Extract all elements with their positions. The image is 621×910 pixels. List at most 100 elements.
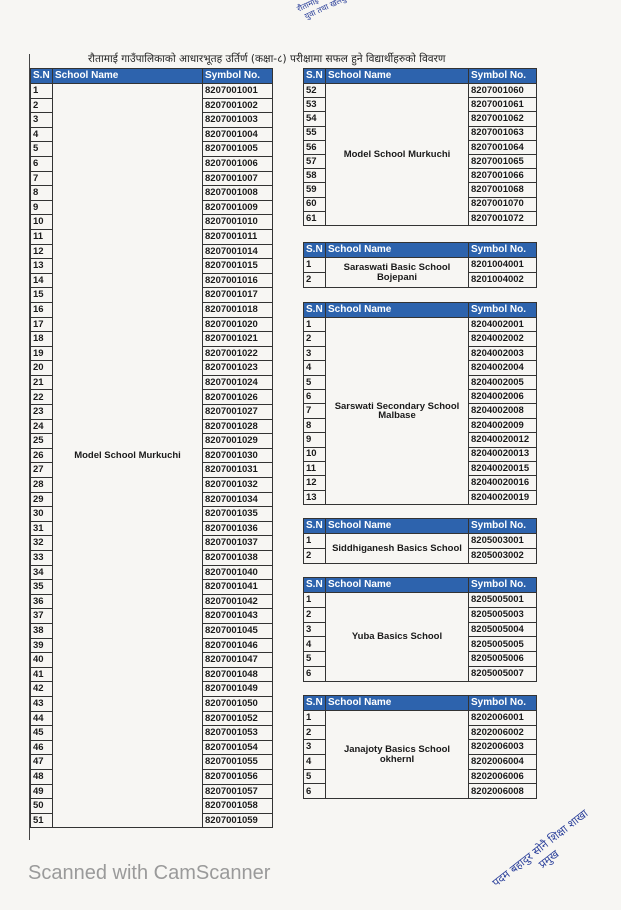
serial-number: 2: [303, 548, 326, 564]
symbol-number: 8207001032: [202, 477, 273, 493]
symbol-number: 82040020012: [468, 432, 537, 448]
serial-number: 25: [30, 433, 53, 449]
table-row: 18 8207001021: [30, 331, 273, 347]
symbol-number: 8207001065: [468, 153, 537, 170]
serial-number: 53: [303, 97, 326, 113]
serial-number: 2: [303, 606, 326, 623]
serial-number: 36: [30, 593, 53, 610]
symbol-number: 82040020016: [468, 475, 537, 491]
column-header: School Name: [325, 518, 469, 534]
table-row: 6 8202006008: [303, 783, 537, 800]
serial-number: 1: [303, 592, 326, 608]
symbol-number: 8207001037: [202, 535, 273, 551]
table-row: 60 8207001070: [303, 196, 537, 212]
table-row: 13 82040020019: [303, 489, 537, 506]
symbol-number: 8207001017: [202, 287, 273, 303]
symbol-number: 8207001009: [202, 199, 273, 216]
symbol-number: 8207001072: [468, 210, 537, 226]
serial-number: 5: [303, 768, 326, 785]
serial-number: 3: [303, 621, 326, 638]
symbol-number: 8202006002: [468, 724, 537, 741]
table-row: 40 8207001047: [30, 652, 273, 668]
column-header: S.N: [303, 695, 326, 711]
serial-number: 30: [30, 506, 53, 522]
symbol-number: 8205003002: [468, 548, 537, 564]
serial-number: 5: [303, 374, 326, 390]
document-title: रौतामाई गाउँपालिकाको आधारभूतह उर्तिर्ण (…: [88, 53, 446, 65]
symbol-number: 8204002002: [468, 331, 537, 347]
serial-number: 16: [30, 301, 53, 318]
symbol-number: 8207001047: [202, 652, 273, 668]
serial-number: 10: [303, 446, 326, 462]
symbol-number: 8207001021: [202, 331, 273, 347]
watermark: Scanned with CamScanner: [28, 862, 271, 884]
school-table: S.N School Name Symbol No. 1 Model School Mu…: [30, 68, 273, 829]
serial-number: 4: [303, 360, 326, 376]
serial-number: 28: [30, 477, 53, 493]
symbol-number: 8207001001: [202, 83, 273, 99]
table-row: 27 8207001031: [30, 462, 273, 479]
symbol-number: 8207001028: [202, 418, 273, 435]
table-row: 2 8202006002: [303, 724, 537, 741]
table-row: 2 8205003002: [303, 548, 537, 564]
symbol-number: 8207001068: [468, 182, 537, 198]
column-header: School Name: [52, 68, 203, 84]
column-header: Symbol No.: [202, 68, 273, 84]
symbol-number: 8207001066: [468, 168, 537, 184]
serial-number: 12: [30, 243, 53, 260]
serial-number: 5: [30, 141, 53, 157]
column-header: S.N: [303, 302, 326, 318]
symbol-number: 8204002008: [468, 403, 537, 419]
serial-number: 32: [30, 535, 53, 551]
serial-number: 13: [30, 258, 53, 274]
serial-number: 37: [30, 608, 53, 624]
symbol-number: 8207001048: [202, 666, 273, 683]
column-header: S.N: [303, 518, 326, 534]
serial-number: 11: [30, 228, 53, 245]
symbol-number: 8205005004: [468, 621, 537, 638]
symbol-number: 8205005005: [468, 636, 537, 653]
table-row: 55 8207001063: [303, 125, 537, 141]
serial-number: 3: [30, 112, 53, 128]
serial-number: 8: [303, 417, 326, 434]
column-header: School Name: [325, 695, 469, 711]
column-header: School Name: [325, 302, 469, 318]
symbol-number: 8205005001: [468, 592, 537, 608]
serial-number: 6: [303, 783, 326, 800]
serial-number: 6: [303, 388, 326, 405]
column-header: Symbol No.: [468, 695, 537, 711]
serial-number: 1: [303, 257, 326, 273]
serial-number: 39: [30, 637, 53, 654]
header-row: S.N School Name Symbol No.: [303, 302, 537, 318]
symbol-number: 8202006003: [468, 739, 537, 756]
school-name: Siddhiganesh Basics School: [325, 533, 469, 564]
serial-number: 23: [30, 404, 53, 420]
serial-number: 21: [30, 374, 53, 391]
serial-number: 9: [30, 199, 53, 216]
table-row: 5 8204002005: [303, 374, 537, 390]
column-header: Symbol No.: [468, 68, 537, 84]
serial-number: 22: [30, 389, 53, 406]
serial-number: 60: [303, 196, 326, 212]
symbol-number: 8205005003: [468, 606, 537, 623]
serial-number: 14: [30, 272, 53, 289]
column-header: Symbol No.: [468, 302, 537, 318]
symbol-number: 8207001014: [202, 243, 273, 260]
table-row: 23 8207001027: [30, 404, 273, 420]
serial-number: 24: [30, 418, 53, 435]
table-row: 52 Model School Murkuchi 8207001060: [303, 82, 537, 226]
symbol-number: 8207001002: [202, 97, 273, 114]
symbol-number: 8207001031: [202, 462, 273, 479]
table-row: 1 Sarswati Secondary School Malbase 820400…: [303, 316, 537, 506]
symbol-number: 8205005006: [468, 651, 537, 667]
serial-number: 8: [30, 185, 53, 201]
serial-number: 2: [303, 331, 326, 347]
table-row: 6 8205005007: [303, 665, 537, 682]
margin-line: [29, 54, 30, 840]
table-row: 6 8207001006: [30, 155, 273, 172]
symbol-number: 82040020013: [468, 446, 537, 462]
symbol-number: 8207001034: [202, 491, 273, 508]
serial-number: 26: [30, 447, 53, 464]
column-header: Symbol No.: [468, 577, 537, 593]
